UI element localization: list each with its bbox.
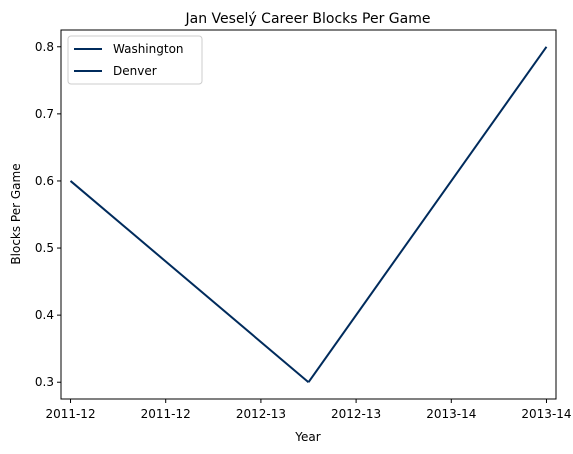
series-line-washington [69, 180, 310, 383]
y-tick-label: 0.4 [35, 308, 54, 322]
series-line-denver [307, 46, 548, 383]
legend-entry: Denver [113, 64, 157, 78]
x-tick-label: 2013-14 [521, 407, 571, 421]
y-tick-label: 0.7 [35, 107, 54, 121]
x-tick-label: 2011-12 [45, 407, 95, 421]
y-axis: 0.3 0.4 0.5 0.6 0.7 0.8 [35, 40, 61, 389]
y-tick-label: 0.3 [35, 375, 54, 389]
y-tick-label: 0.6 [35, 174, 54, 188]
series-layer [69, 46, 548, 383]
x-tick-label: 2013-14 [426, 407, 476, 421]
x-tick-label: 2011-12 [141, 407, 191, 421]
plot-frame [60, 29, 557, 400]
y-tick-label: 0.5 [35, 241, 54, 255]
y-axis-label: Blocks Per Game [9, 163, 23, 264]
x-axis-label: Year [294, 430, 320, 444]
legend: Washington Denver [67, 35, 203, 85]
chart-title: Jan Veselý Career Blocks Per Game [185, 11, 431, 27]
legend-entry: Washington [113, 42, 184, 56]
x-tick-label: 2012-13 [236, 407, 286, 421]
x-axis: 2011-12 2011-12 2012-13 2012-13 2013-14 2013-… [45, 399, 572, 421]
y-tick-label: 0.8 [35, 40, 54, 54]
x-tick-label: 2012-13 [331, 407, 381, 421]
